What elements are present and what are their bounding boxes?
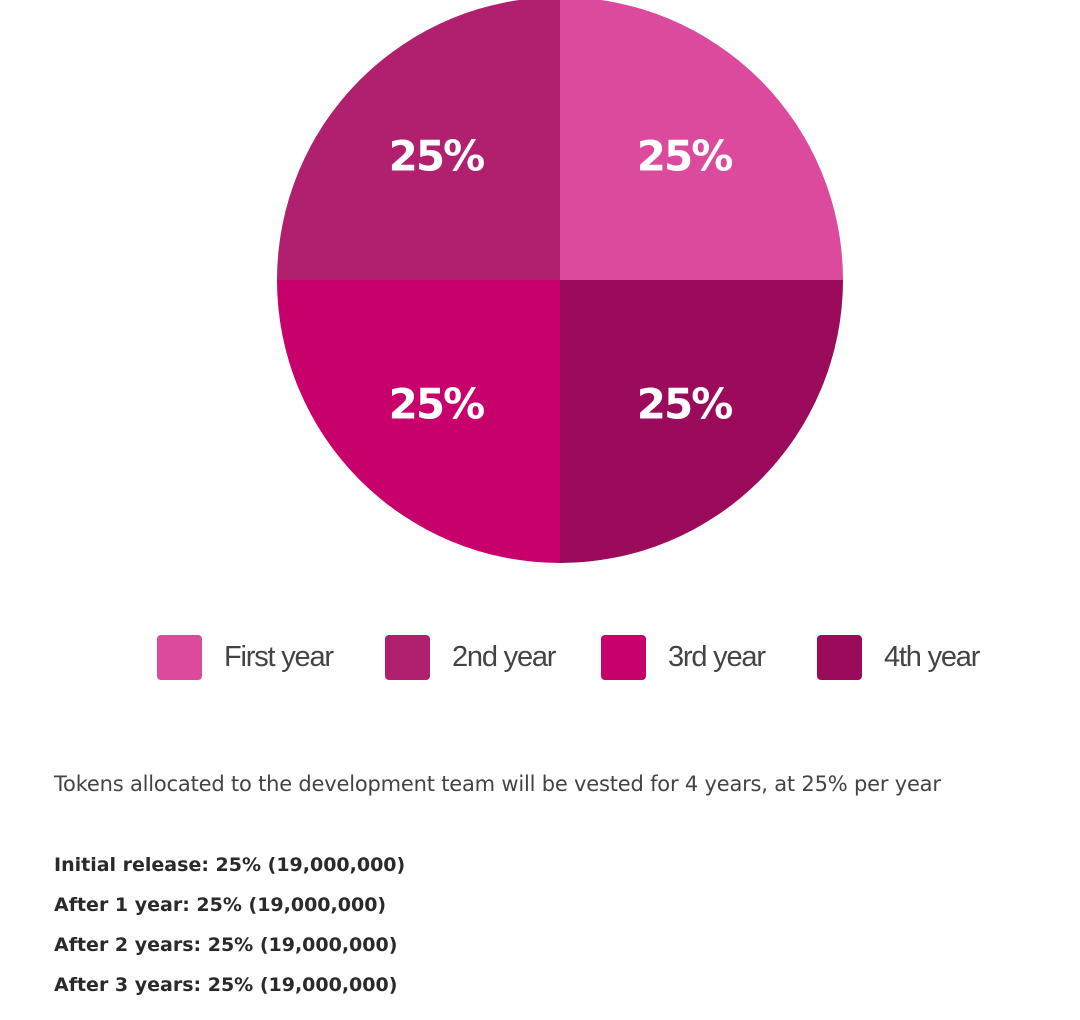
schedule-item-after-2-years: After 2 years: 25% (19,000,000) [54, 934, 398, 956]
schedule-item-initial-release: Initial release: 25% (19,000,000) [54, 854, 406, 876]
slice-label-3rd-year: 25% [389, 380, 484, 429]
vesting-schedule: Initial release: 25% (19,000,000) After … [54, 852, 405, 1012]
legend-swatch-2nd-year [385, 634, 430, 680]
pie-slice-2nd-year [277, 0, 560, 280]
slice-label-4th-year: 25% [637, 380, 732, 429]
legend-label-2nd-year: 2nd year [452, 640, 556, 673]
pie-slice-3rd-year [277, 280, 560, 563]
legend-item-4th-year: 4th year [817, 633, 980, 681]
legend-label-3rd-year: 3rd year [668, 640, 766, 673]
vesting-description: Tokens allocated to the development team… [54, 772, 941, 796]
legend-label-4th-year: 4th year [884, 640, 980, 673]
pie-slice-first-year [560, 0, 843, 280]
legend-item-2nd-year: 2nd year [385, 633, 556, 681]
pie-slice-4th-year [560, 280, 843, 563]
chart-legend: First year 2nd year 3rd year 4th year [0, 633, 1080, 681]
legend-swatch-3rd-year [601, 634, 646, 680]
legend-swatch-4th-year [817, 634, 862, 680]
legend-label-first-year: First year [224, 640, 334, 673]
slice-label-first-year: 25% [637, 131, 732, 180]
legend-swatch-first-year [157, 634, 202, 680]
pie-chart: 25% 25% 25% 25% [277, 0, 843, 563]
slice-label-2nd-year: 25% [389, 131, 484, 180]
legend-item-first-year: First year [157, 633, 334, 681]
schedule-item-after-1-year: After 1 year: 25% (19,000,000) [54, 894, 387, 916]
schedule-item-after-3-years: After 3 years: 25% (19,000,000) [54, 974, 398, 996]
legend-item-3rd-year: 3rd year [601, 633, 766, 681]
